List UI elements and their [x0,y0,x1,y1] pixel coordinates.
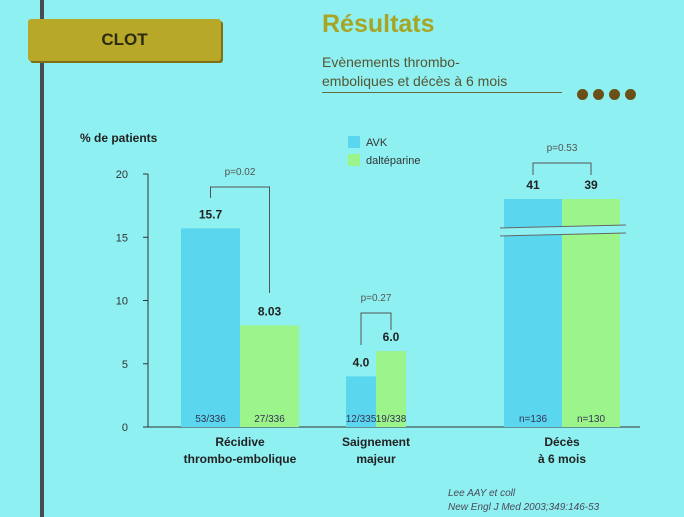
category-label-line-2: thrombo-embolique [184,452,297,466]
p-value-bracket [532,162,592,175]
bar-value-label: 8.03 [258,304,282,318]
bar-avk [181,228,240,427]
slide-subtitle: Evènements thrombo- emboliques et décès … [322,53,552,91]
bar-value-label: 4.0 [353,355,370,369]
bar-value-label: 39 [584,178,598,192]
p-value-label: p=0.02 [225,167,256,178]
decorative-dot [625,89,636,100]
bar-value-label: 6.0 [383,330,400,344]
bar-avk [346,376,376,427]
bar-dalteparine [562,199,620,427]
decorative-dot [593,89,604,100]
subtitle-line-1: Evènements thrombo- [322,54,460,70]
subtitle-line-2: emboliques et décès à 6 mois [322,73,508,89]
bar-count-label: n=130 [577,414,606,425]
y-tick-label: 5 [122,359,128,371]
legend-label-avk: AVK [366,137,388,149]
reference-line-2: New Engl J Med 2003;349:146-53 [448,502,600,513]
slide-vertical-rule [40,0,44,517]
bar-value-label: 15.7 [199,207,223,221]
p-value-bracket [210,186,270,293]
bar-value-label: 41 [526,178,540,192]
y-tick-label: 20 [116,169,128,181]
y-tick-label: 15 [116,232,128,244]
reference-citation: Lee AAY et coll New Engl J Med 2003;349:… [448,487,599,515]
p-value-label: p=0.27 [361,293,392,304]
axis-break-line [499,224,627,229]
subtitle-underline [322,92,562,93]
bar-dalteparine [240,325,299,427]
decorative-dot [609,89,620,100]
axis-break-line [499,232,627,237]
decorative-dot [577,89,588,100]
bar-count-label: 19/338 [376,414,407,425]
category-label-line-2: à 6 mois [538,452,586,466]
category-label-line-1: Récidive [215,435,265,449]
category-label-line-2: majeur [356,452,396,466]
bar-count-label: n=136 [519,414,548,425]
study-name-box: CLOT [28,19,221,61]
category-label-line-1: Saignement [342,435,410,449]
bar-count-label: 12/335 [346,414,377,425]
bar-count-label: 53/336 [195,414,226,425]
p-value-bracket [360,312,392,345]
bar-dalteparine [376,351,406,427]
y-tick-label: 0 [122,422,128,434]
category-label-line-1: Décès [544,435,580,449]
y-axis-label: % de patients [80,131,158,145]
bar-avk [504,199,562,427]
legend-label-dalteparine: daltéparine [366,155,420,167]
y-tick-label: 10 [116,296,128,308]
p-value-label: p=0.53 [547,143,578,154]
slide-title: Résultats [322,10,435,38]
study-name-label: CLOT [101,30,148,49]
legend-swatch-avk [348,136,360,148]
reference-line-1: Lee AAY et coll [448,488,516,499]
legend-swatch-dalteparine [348,154,360,166]
bar-count-label: 27/336 [254,414,285,425]
